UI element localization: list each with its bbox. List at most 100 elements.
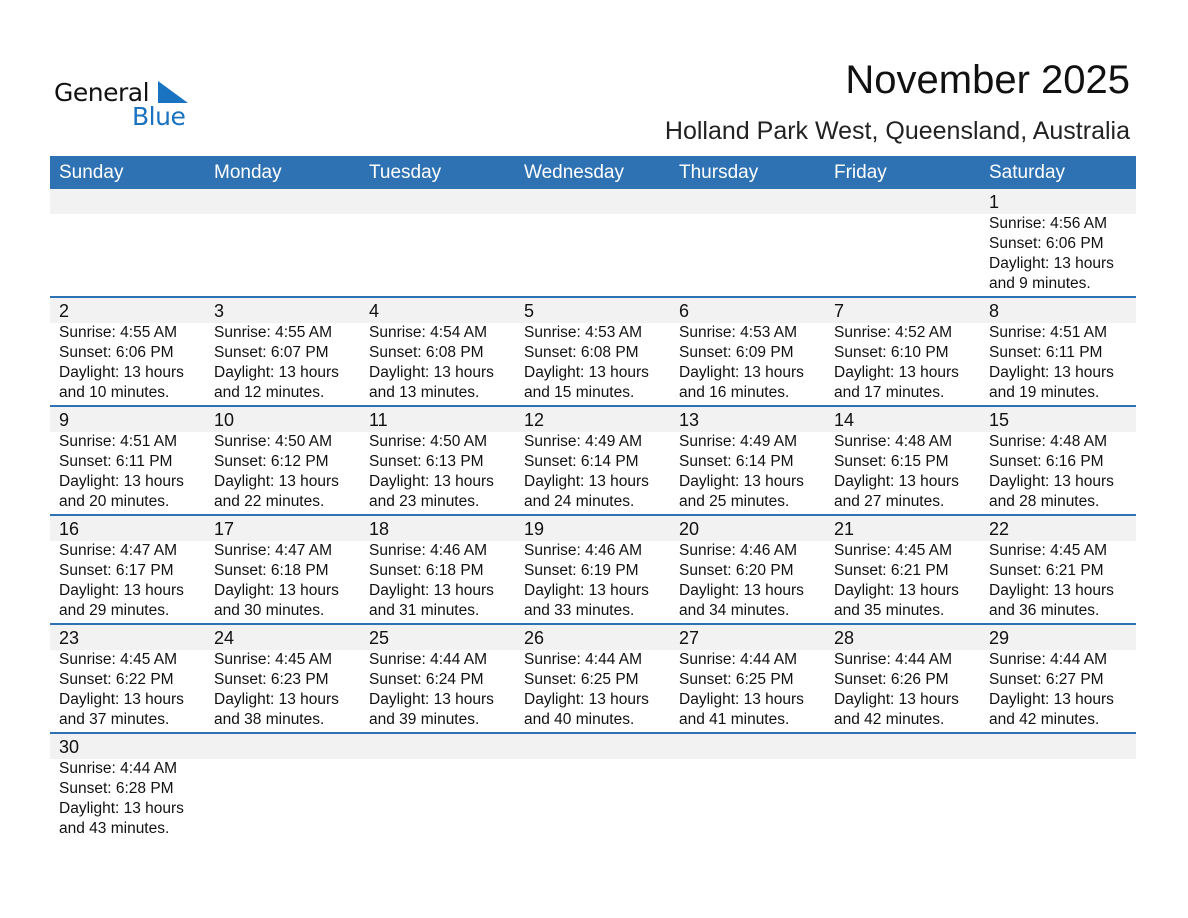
week-row: 9 10 11 12 13 14 15 Sunrise: 4:51 AM Sunset: 6:1… xyxy=(50,407,1136,516)
sunrise-text: Sunrise: 4:55 AM xyxy=(59,324,178,341)
sunrise-text: Sunrise: 4:47 AM xyxy=(214,542,333,559)
calendar-grid: Sunday Monday Tuesday Wednesday Thursday Frid… xyxy=(50,156,1136,841)
minutes-text: and 42 minutes. xyxy=(834,711,945,728)
date-band: 1 xyxy=(50,189,1136,214)
sunset-text: Sunset: 6:18 PM xyxy=(369,562,484,579)
day-number: 8 xyxy=(989,301,1000,321)
daylight-text: Daylight: 13 hours xyxy=(679,691,804,708)
day-cell: Sunrise: 4:51 AM Sunset: 6:11 PM Daylight:… xyxy=(50,432,205,512)
date-band: 23 24 25 26 27 28 29 xyxy=(50,625,1136,650)
day-number: 9 xyxy=(59,410,70,430)
day-number: 1 xyxy=(989,192,1000,212)
day-number xyxy=(825,734,980,759)
day-number: 21 xyxy=(834,519,855,539)
daylight-text: Daylight: 13 hours xyxy=(59,582,184,599)
day-cell: Sunrise: 4:56 AM Sunset: 6:06 PM Daylight:… xyxy=(980,214,1135,294)
day-cell: Sunrise: 4:55 AM Sunset: 6:07 PM Daylight:… xyxy=(205,323,360,403)
sunset-text: Sunset: 6:06 PM xyxy=(989,235,1104,252)
day-cell xyxy=(825,214,980,294)
minutes-text: and 41 minutes. xyxy=(679,711,790,728)
day-number xyxy=(670,189,825,214)
day-number xyxy=(515,734,670,759)
sunset-text: Sunset: 6:21 PM xyxy=(989,562,1104,579)
weekday-thursday: Thursday xyxy=(679,162,759,183)
day-cell: Sunrise: 4:51 AM Sunset: 6:11 PM Daylight:… xyxy=(980,323,1135,403)
sunset-text: Sunset: 6:27 PM xyxy=(989,671,1104,688)
day-number xyxy=(205,189,360,214)
daylight-text: Daylight: 13 hours xyxy=(834,473,959,490)
day-number: 29 xyxy=(989,628,1010,648)
day-cell xyxy=(360,759,515,839)
day-cell xyxy=(205,759,360,839)
day-number xyxy=(515,189,670,214)
daylight-text: Daylight: 13 hours xyxy=(59,473,184,490)
sunset-text: Sunset: 6:21 PM xyxy=(834,562,949,579)
sunset-text: Sunset: 6:15 PM xyxy=(834,453,949,470)
daylight-text: Daylight: 13 hours xyxy=(369,473,494,490)
sunrise-text: Sunrise: 4:53 AM xyxy=(679,324,798,341)
day-cell: Sunrise: 4:45 AM Sunset: 6:21 PM Daylight:… xyxy=(980,541,1135,621)
weeks: 1 Sunrise: 4:56 AM Sunset: 6:06 PM Daylight… xyxy=(50,189,1136,841)
sunrise-text: Sunrise: 4:46 AM xyxy=(679,542,798,559)
day-cell xyxy=(205,214,360,294)
sunrise-text: Sunrise: 4:56 AM xyxy=(989,215,1108,232)
location-subtitle: Holland Park West, Queensland, Australia xyxy=(664,117,1130,145)
day-cell xyxy=(360,214,515,294)
sunset-text: Sunset: 6:14 PM xyxy=(524,453,639,470)
day-info-row: Sunrise: 4:45 AM Sunset: 6:22 PM Daylight:… xyxy=(50,650,1136,730)
day-cell: Sunrise: 4:45 AM Sunset: 6:21 PM Daylight:… xyxy=(825,541,980,621)
day-cell: Sunrise: 4:44 AM Sunset: 6:24 PM Daylight:… xyxy=(360,650,515,730)
minutes-text: and 23 minutes. xyxy=(369,493,480,510)
date-band: 16 17 18 19 20 21 22 xyxy=(50,516,1136,541)
daylight-text: Daylight: 13 hours xyxy=(989,691,1114,708)
day-cell: Sunrise: 4:49 AM Sunset: 6:14 PM Daylight:… xyxy=(515,432,670,512)
day-number: 16 xyxy=(59,519,80,539)
sunrise-text: Sunrise: 4:46 AM xyxy=(369,542,488,559)
sunrise-text: Sunrise: 4:45 AM xyxy=(989,542,1108,559)
day-number xyxy=(205,734,360,759)
sunset-text: Sunset: 6:17 PM xyxy=(59,562,174,579)
sunset-text: Sunset: 6:09 PM xyxy=(679,344,794,361)
sunset-text: Sunset: 6:11 PM xyxy=(989,344,1103,361)
daylight-text: Daylight: 13 hours xyxy=(834,582,959,599)
week-row: 16 17 18 19 20 21 22 Sunrise: 4:47 AM Sunset: 6:… xyxy=(50,516,1136,625)
day-cell: Sunrise: 4:44 AM Sunset: 6:27 PM Daylight:… xyxy=(980,650,1135,730)
minutes-text: and 38 minutes. xyxy=(214,711,325,728)
minutes-text: and 10 minutes. xyxy=(59,384,170,401)
daylight-text: Daylight: 13 hours xyxy=(524,691,649,708)
weekday-sunday: Sunday xyxy=(59,162,124,183)
day-number: 25 xyxy=(369,628,390,648)
day-cell: Sunrise: 4:53 AM Sunset: 6:08 PM Daylight:… xyxy=(515,323,670,403)
daylight-text: Daylight: 13 hours xyxy=(214,364,339,381)
sunset-text: Sunset: 6:14 PM xyxy=(679,453,794,470)
day-cell: Sunrise: 4:47 AM Sunset: 6:18 PM Daylight:… xyxy=(205,541,360,621)
sunset-text: Sunset: 6:16 PM xyxy=(989,453,1104,470)
sunset-text: Sunset: 6:06 PM xyxy=(59,344,174,361)
day-cell: Sunrise: 4:45 AM Sunset: 6:23 PM Daylight:… xyxy=(205,650,360,730)
weekday-tuesday: Tuesday xyxy=(369,162,442,183)
day-cell: Sunrise: 4:49 AM Sunset: 6:14 PM Daylight:… xyxy=(670,432,825,512)
logo-blue-text: Blue xyxy=(132,102,186,131)
day-info-row: Sunrise: 4:47 AM Sunset: 6:17 PM Daylight:… xyxy=(50,541,1136,621)
minutes-text: and 31 minutes. xyxy=(369,602,480,619)
sunrise-text: Sunrise: 4:47 AM xyxy=(59,542,178,559)
day-info-row: Sunrise: 4:55 AM Sunset: 6:06 PM Daylight:… xyxy=(50,323,1136,403)
day-number xyxy=(360,189,515,214)
day-number: 26 xyxy=(524,628,545,648)
sunrise-text: Sunrise: 4:51 AM xyxy=(59,433,178,450)
sunset-text: Sunset: 6:12 PM xyxy=(214,453,329,470)
minutes-text: and 22 minutes. xyxy=(214,493,325,510)
day-cell: Sunrise: 4:44 AM Sunset: 6:26 PM Daylight:… xyxy=(825,650,980,730)
day-cell xyxy=(670,759,825,839)
day-number: 30 xyxy=(59,737,80,757)
sunset-text: Sunset: 6:22 PM xyxy=(59,671,174,688)
minutes-text: and 29 minutes. xyxy=(59,602,170,619)
logo-triangle-icon xyxy=(158,81,188,103)
daylight-text: Daylight: 13 hours xyxy=(524,473,649,490)
week-row: 2 3 4 5 6 7 8 Sunrise: 4:55 AM Sunset: 6:06 PM Da… xyxy=(50,298,1136,407)
daylight-text: Daylight: 13 hours xyxy=(989,473,1114,490)
sunrise-text: Sunrise: 4:48 AM xyxy=(989,433,1108,450)
minutes-text: and 36 minutes. xyxy=(989,602,1100,619)
sunset-text: Sunset: 6:25 PM xyxy=(524,671,639,688)
day-cell xyxy=(980,759,1135,839)
